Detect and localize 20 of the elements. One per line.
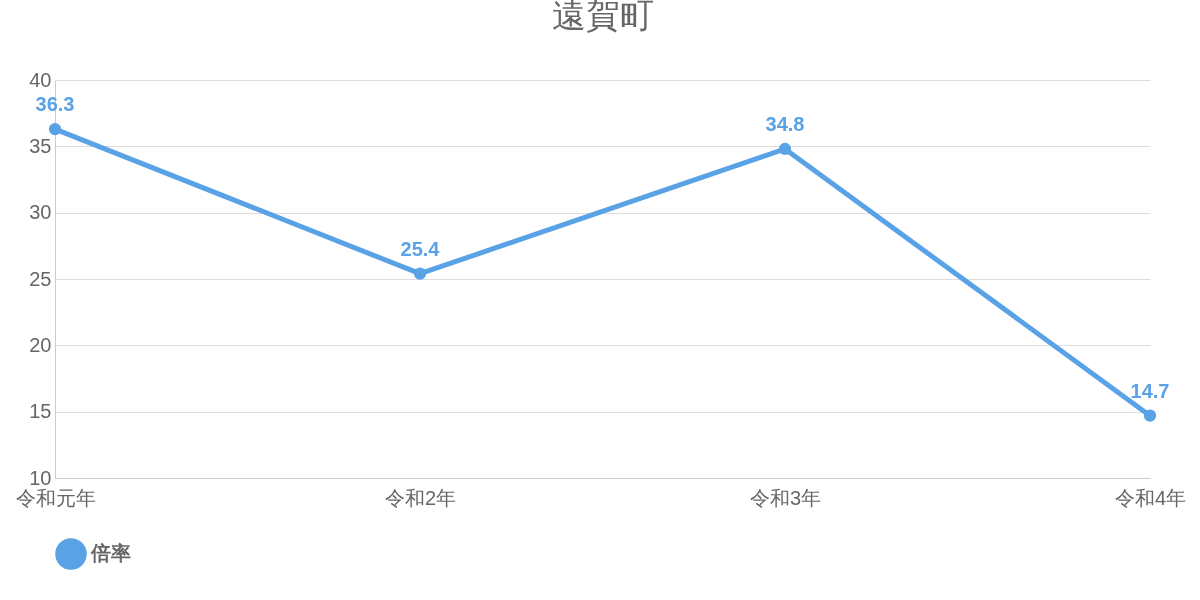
y-tick-label: 35 xyxy=(29,134,52,157)
x-tick-label: 令和2年 xyxy=(384,486,457,509)
y-tick-label: 25 xyxy=(29,267,52,290)
y-tick-label: 30 xyxy=(29,201,52,224)
data-label: 34.8 xyxy=(765,112,805,135)
data-label: 25.4 xyxy=(400,237,441,260)
legend-label: 倍率 xyxy=(90,542,131,564)
x-tick-label: 令和4年 xyxy=(1114,486,1187,509)
point xyxy=(48,122,62,136)
point xyxy=(413,267,427,280)
y-tick-label: 40 xyxy=(29,68,52,91)
y-tick-label: 15 xyxy=(29,400,52,423)
y-tick-label: 20 xyxy=(29,333,52,356)
data-label: 14.7 xyxy=(1130,379,1170,402)
data-label: 36.3 xyxy=(35,93,75,116)
y-tick-label: 10 xyxy=(29,466,52,489)
point xyxy=(778,142,792,156)
x-tick-label: 令和元年 xyxy=(15,486,96,509)
point xyxy=(1143,409,1157,422)
x-tick-label: 令和3年 xyxy=(749,486,822,509)
